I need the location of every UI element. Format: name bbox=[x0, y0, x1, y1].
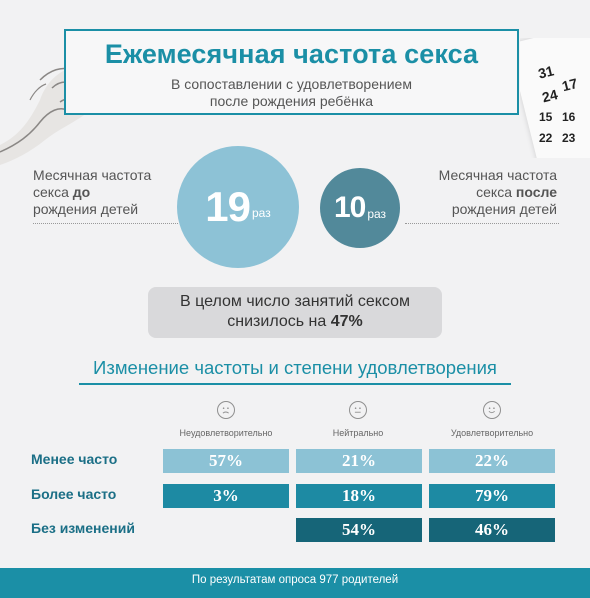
after-value: 10 bbox=[333, 191, 366, 224]
after-unit: раз bbox=[367, 207, 387, 221]
before-unit: раз bbox=[252, 206, 271, 220]
calendar-number: 17 bbox=[560, 74, 580, 95]
after-label-line: Месячная частота bbox=[438, 167, 557, 183]
calendar-number: 31 bbox=[536, 62, 556, 82]
happy-face-icon bbox=[483, 401, 501, 419]
page-title: Ежемесячная частота секса bbox=[104, 39, 479, 69]
sad-face-icon bbox=[217, 401, 235, 419]
after-label-line: рождения детей bbox=[451, 201, 557, 217]
cell-less-satisfied: 22% bbox=[429, 449, 555, 473]
calendar-number: 24 bbox=[540, 86, 560, 106]
after-label: Месячная частота секса после рождения де… bbox=[439, 167, 557, 218]
summary-box: В целом число занятий сексом снизилось н… bbox=[148, 287, 442, 338]
calendar-number: 22 bbox=[539, 131, 553, 145]
before-label-emphasis: до bbox=[72, 184, 91, 200]
summary-text: снизилось на bbox=[227, 313, 331, 330]
summary-percent: 47% bbox=[330, 313, 363, 330]
section-title: Изменение частоты и степени удовлетворен… bbox=[93, 357, 497, 378]
cell-more-unsatisfied: 3% bbox=[163, 484, 289, 508]
footer: По результатам опроса 977 родителей bbox=[0, 568, 590, 598]
neutral-face-icon bbox=[349, 401, 367, 419]
before-value: 19 bbox=[205, 183, 251, 230]
row-label-less: Менее часто bbox=[31, 451, 118, 467]
before-label-line: Месячная частота bbox=[33, 167, 152, 183]
summary-line: снизилось на 47% bbox=[148, 312, 442, 332]
title-box: Ежемесячная частота секса В сопоставлени… bbox=[64, 29, 519, 115]
after-label-text: секса bbox=[476, 184, 516, 200]
row-label-same: Без изменений bbox=[31, 520, 135, 536]
cell-more-satisfied: 79% bbox=[429, 484, 555, 508]
calendar-number: 23 bbox=[562, 131, 576, 145]
dotted-divider bbox=[33, 223, 178, 224]
before-label-line: рождения детей bbox=[33, 201, 139, 217]
subtitle-line: В сопоставлении с удовлетворением bbox=[171, 76, 412, 92]
dotted-divider bbox=[405, 223, 559, 224]
summary-line: В целом число занятий сексом bbox=[180, 293, 410, 310]
subtitle-line: после рождения ребёнка bbox=[209, 93, 374, 109]
after-value-circle: 10 раз bbox=[320, 168, 400, 248]
column-header-neutral: Нейтрально bbox=[332, 428, 384, 438]
calendar-image: 31 24 17 bbox=[520, 38, 590, 158]
cell-less-unsatisfied: 57% bbox=[163, 449, 289, 473]
before-value-circle: 19 раз bbox=[177, 146, 299, 268]
after-label-emphasis: после bbox=[515, 184, 557, 200]
after-label-line: секса после bbox=[439, 184, 557, 201]
subtitle: В сопоставлении с удовлетворением после … bbox=[66, 76, 517, 110]
cell-same-satisfied: 46% bbox=[429, 518, 555, 542]
column-header-satisfied: Удовлетворительно bbox=[450, 428, 534, 438]
section-underline bbox=[79, 383, 511, 385]
calendar-number: 16 bbox=[562, 110, 576, 124]
cell-less-neutral: 21% bbox=[296, 449, 422, 473]
before-label: Месячная частота секса до рождения детей bbox=[33, 167, 151, 218]
calendar-number: 15 bbox=[539, 110, 553, 124]
before-label-line: секса до bbox=[33, 184, 151, 201]
row-label-more: Более часто bbox=[31, 486, 117, 502]
column-header-unsatisfied: Неудовлетворительно bbox=[179, 428, 273, 438]
cell-more-neutral: 18% bbox=[296, 484, 422, 508]
before-label-text: секса bbox=[33, 184, 73, 200]
cell-same-neutral: 54% bbox=[296, 518, 422, 542]
